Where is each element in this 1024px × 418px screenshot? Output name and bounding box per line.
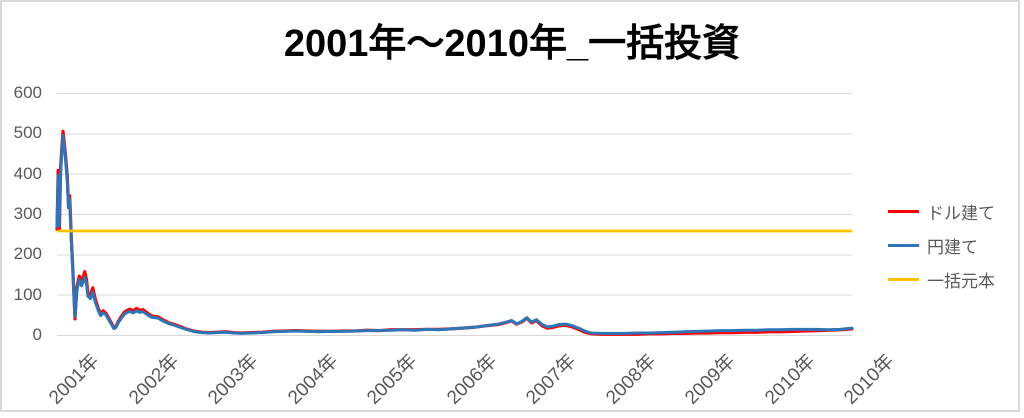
legend-item: 一括元本 <box>888 262 995 296</box>
y-tick-label: 200 <box>13 244 42 264</box>
y-tick-label: 500 <box>13 123 42 143</box>
legend: ドル建て円建て一括元本 <box>888 194 995 296</box>
y-tick-label: 100 <box>13 284 42 304</box>
chart-title: 2001年～2010年_一括投資 <box>283 23 741 65</box>
legend-item: 円建て <box>888 228 995 262</box>
series-line-usd <box>55 129 854 336</box>
legend-line-swatch <box>888 277 919 281</box>
legend-label: ドル建て <box>927 203 995 223</box>
y-tick-label: 0 <box>32 325 42 344</box>
legend-line-swatch <box>888 243 919 247</box>
y-tick-label: 600 <box>13 83 42 102</box>
legend-item: ドル建て <box>888 194 995 228</box>
y-tick-label: 300 <box>13 204 42 223</box>
y-tick-label: 400 <box>13 163 42 183</box>
legend-label: 一括元本 <box>927 271 995 291</box>
legend-line-swatch <box>888 209 919 213</box>
series-line-jpy <box>55 133 854 335</box>
legend-label: 円建て <box>927 237 978 257</box>
